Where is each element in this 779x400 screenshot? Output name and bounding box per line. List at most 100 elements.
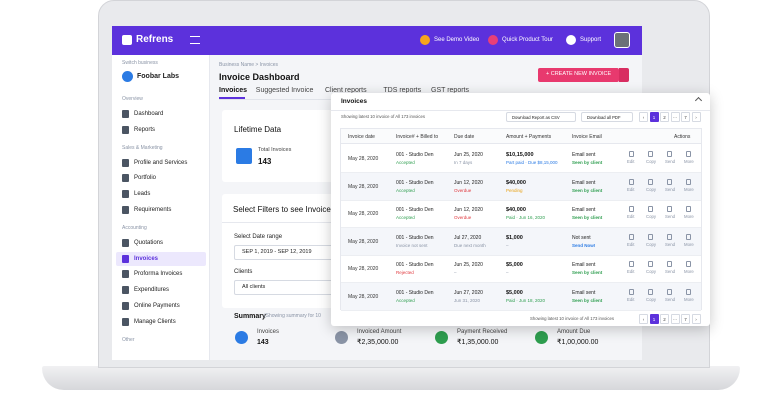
action-label[interactable]: Send (665, 269, 676, 274)
action-label[interactable]: Copy (646, 186, 657, 192)
nav-item[interactable]: Dashboard (134, 111, 164, 117)
action-icon[interactable] (686, 151, 691, 157)
action-icon[interactable] (648, 206, 653, 212)
action-icon[interactable] (686, 178, 691, 185)
action-label[interactable]: Copy (646, 269, 657, 274)
nav-item[interactable]: Quotations (134, 239, 164, 246)
page-button[interactable]: 2 (660, 112, 669, 122)
action-label[interactable]: Edit (627, 214, 635, 219)
page-button[interactable]: 1 (649, 112, 659, 122)
email-note[interactable]: Seen by client (572, 297, 603, 303)
action-icon[interactable] (648, 178, 653, 185)
nav-item[interactable]: Profile and Services (134, 159, 188, 166)
action-label[interactable]: Send (665, 296, 676, 302)
action-icon[interactable] (686, 288, 691, 295)
action-icon[interactable] (686, 261, 691, 267)
action-label[interactable]: Send (665, 241, 676, 247)
page-button[interactable]: ··· (670, 112, 680, 122)
action-icon[interactable] (648, 151, 653, 157)
billed-to[interactable]: 001 - Studio Den (396, 289, 434, 296)
tab[interactable]: TDS reports (383, 87, 422, 94)
action-label[interactable]: More (684, 159, 694, 164)
page-button[interactable]: ‹ (639, 314, 648, 324)
action-label[interactable]: Copy (646, 241, 657, 247)
billed-to[interactable]: 001 - Studio Den (396, 152, 434, 158)
page-button[interactable]: 7 (681, 314, 690, 324)
action-icon[interactable] (629, 233, 634, 240)
action-label[interactable]: Copy (646, 159, 657, 164)
billed-to[interactable]: 001 - Studio Den (396, 207, 434, 213)
email-note[interactable]: Seen by client (572, 187, 603, 193)
nav-item[interactable]: Reports (134, 126, 156, 133)
action-label[interactable]: Edit (627, 241, 635, 247)
action-icon[interactable] (667, 261, 672, 267)
action-label[interactable]: Copy (646, 296, 657, 302)
header-link[interactable]: See Demo Video (434, 37, 480, 43)
action-icon[interactable] (629, 151, 634, 157)
email-note[interactable]: Seen by client (572, 270, 603, 275)
billed-to[interactable]: 001 - Studio Den (396, 234, 434, 241)
header-link[interactable]: Quick Product Tour (502, 37, 553, 43)
action-icon[interactable] (629, 288, 634, 295)
action-label[interactable]: More (684, 241, 694, 247)
page-button[interactable]: ‹ (639, 112, 648, 122)
page-button[interactable]: ··· (670, 314, 680, 324)
email-note[interactable]: Send Now! (572, 242, 596, 248)
business-name[interactable]: Foobar Labs (137, 73, 180, 80)
nav-item[interactable]: Online Payments (134, 303, 180, 309)
date-select[interactable]: SEP 1, 2019 - SEP 12, 2019 (234, 245, 334, 260)
page-button[interactable]: › (691, 112, 701, 122)
header-link[interactable]: Support (580, 37, 602, 43)
email-note[interactable]: Seen by client (572, 160, 603, 165)
action-label[interactable]: More (684, 296, 694, 302)
action-icon[interactable] (686, 206, 691, 212)
action-icon[interactable] (667, 151, 672, 157)
nav-item[interactable]: Manage Clients (134, 318, 176, 325)
action-label[interactable]: Edit (627, 186, 635, 192)
panel-collapse[interactable] (694, 96, 703, 105)
clients-select[interactable]: All clients (234, 280, 334, 295)
action-label[interactable]: More (684, 186, 694, 192)
switch-label: Switch business (122, 60, 158, 66)
action-icon[interactable] (629, 261, 634, 267)
action-label[interactable]: Copy (646, 214, 657, 219)
email-note[interactable]: Seen by client (572, 215, 603, 220)
action-icon[interactable] (667, 288, 672, 295)
create-button[interactable]: + CREATE NEW INVOICE (538, 68, 619, 82)
action-label[interactable]: Send (665, 159, 676, 164)
action-icon[interactable] (629, 206, 634, 212)
action-icon[interactable] (648, 233, 653, 240)
nav-item[interactable]: Invoices (134, 255, 159, 262)
action-icon[interactable] (667, 233, 672, 240)
tab[interactable]: GST reports (431, 87, 469, 94)
tab[interactable]: Invoices (219, 87, 248, 94)
page-button[interactable]: 2 (660, 314, 669, 324)
action-icon[interactable] (667, 206, 672, 212)
page-button[interactable]: 7 (681, 112, 690, 122)
nav-item[interactable]: Expenditures (134, 287, 170, 294)
page-button[interactable]: › (691, 314, 701, 324)
action-icon[interactable] (686, 233, 691, 240)
nav-item[interactable]: Proforma Invoices (134, 271, 183, 278)
action-label[interactable]: More (684, 214, 694, 219)
tab[interactable]: Suggested Invoice (255, 87, 314, 94)
download-button[interactable]: Download all PDF (581, 112, 633, 122)
billed-to[interactable]: 001 - Studio Den (396, 262, 434, 268)
page-button[interactable]: 1 (649, 314, 659, 324)
nav-item[interactable]: Requirements (134, 207, 172, 213)
action-label[interactable]: More (684, 269, 694, 274)
action-label[interactable]: Edit (627, 159, 635, 164)
nav-item[interactable]: Portfolio (134, 175, 157, 182)
billed-to[interactable]: 001 - Studio Den (396, 179, 434, 186)
action-label[interactable]: Send (665, 214, 676, 219)
action-label[interactable]: Edit (627, 296, 635, 302)
action-label[interactable]: Edit (627, 269, 635, 274)
action-icon[interactable] (648, 261, 653, 267)
action-icon[interactable] (648, 288, 653, 295)
tab[interactable]: Client reports (325, 87, 367, 94)
download-button[interactable]: Download Report as CSV (506, 112, 576, 122)
action-icon[interactable] (667, 178, 672, 185)
action-label[interactable]: Send (665, 186, 676, 192)
nav-item[interactable]: Leads (134, 191, 151, 198)
action-icon[interactable] (629, 178, 634, 185)
